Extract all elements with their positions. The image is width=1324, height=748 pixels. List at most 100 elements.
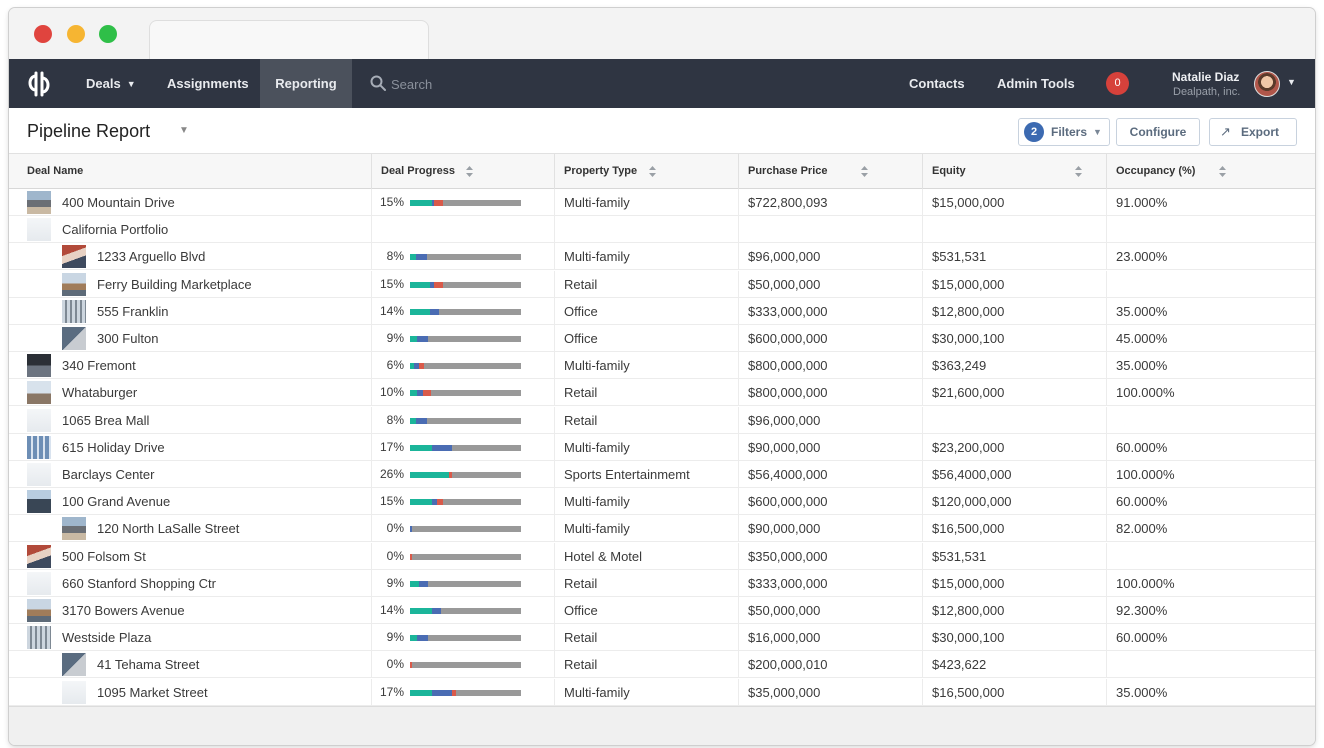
search-input[interactable]: [391, 72, 551, 96]
minimize-window-button[interactable]: [67, 25, 85, 43]
deal-name-link[interactable]: 100 Grand Avenue: [62, 494, 171, 510]
table-row[interactable]: 300 Fulton 9% Office $600,000,000 $30,000,10…: [9, 325, 1315, 352]
occupancy-cell: 100.000%: [1106, 461, 1315, 488]
filters-button[interactable]: 2 Filters ▼: [1018, 118, 1110, 146]
nav-deals[interactable]: Deals ▼: [86, 59, 136, 108]
deal-name-link[interactable]: 1065 Brea Mall: [62, 412, 150, 428]
nav-contacts[interactable]: Contacts: [909, 59, 965, 108]
table-row[interactable]: 1095 Market Street 17% Multi-family $35,000…: [9, 678, 1315, 706]
progress-percent: 0%: [386, 521, 404, 536]
maximize-window-button[interactable]: [99, 25, 117, 43]
deal-name-link[interactable]: 41 Tehama Street: [97, 657, 200, 673]
progress-bar: [410, 472, 521, 478]
table-row[interactable]: 1065 Brea Mall 8% Retail $96,000,000: [9, 406, 1315, 434]
table-row[interactable]: 1233 Arguello Blvd 8% Multi-family $96,000,…: [9, 243, 1315, 271]
page-title[interactable]: Pipeline Report: [27, 121, 151, 141]
table-row[interactable]: 500 Folsom St 0% Hotel & Motel $350,000,000…: [9, 542, 1315, 570]
occupancy-cell: [1106, 216, 1315, 244]
export-arrow-icon: ↗: [1220, 124, 1231, 139]
deal-name-link[interactable]: Ferry Building Marketplace: [97, 276, 252, 292]
table-group-row[interactable]: California Portfolio: [9, 216, 1315, 244]
progress-segment: [416, 635, 428, 642]
deal-name-link[interactable]: 300 Fulton: [97, 331, 159, 346]
deal-name-link[interactable]: 500 Folsom St: [62, 548, 146, 564]
deal-name-link[interactable]: California Portfolio: [62, 222, 169, 238]
deal-name-link[interactable]: 555 Franklin: [97, 303, 169, 319]
browser-tab[interactable]: [149, 20, 429, 60]
table-row[interactable]: Barclays Center 26% Sports Entertainmemt $5…: [9, 461, 1315, 488]
deal-thumbnail: [27, 544, 51, 568]
deal-progress-cell: [371, 216, 554, 244]
progress-segment: [432, 689, 453, 696]
column-header-deal-name[interactable]: Deal Name: [9, 154, 371, 189]
progress-segment: [410, 390, 417, 397]
table-row[interactable]: 41 Tehama Street 0% Retail $200,000,010 $423…: [9, 651, 1315, 679]
deal-thumbnail: [27, 571, 51, 595]
deal-name-link[interactable]: 1095 Market Street: [97, 684, 208, 700]
table-row[interactable]: Whataburger 10% Retail $800,000,000 $21,600,…: [9, 379, 1315, 407]
deal-name-cell: California Portfolio: [9, 216, 371, 243]
table-row[interactable]: 615 Holiday Drive 17% Multi-family $90,000,…: [9, 433, 1315, 461]
property-type-cell: Multi-family: [554, 515, 738, 543]
deal-name-link[interactable]: 3170 Bowers Avenue: [62, 603, 185, 618]
chevron-down-icon[interactable]: ▼: [1287, 77, 1296, 87]
deal-name-cell: 340 Fremont: [9, 352, 371, 379]
sort-icon[interactable]: [466, 166, 473, 177]
column-header-purchase-price[interactable]: Purchase Price: [738, 154, 922, 189]
deal-name-cell: 100 Grand Avenue: [9, 488, 371, 515]
configure-button[interactable]: Configure: [1116, 118, 1200, 146]
progress-segment: [410, 308, 430, 315]
sort-icon[interactable]: [1075, 166, 1082, 177]
sort-icon[interactable]: [861, 166, 868, 177]
sort-icon[interactable]: [649, 166, 656, 177]
deal-name-link[interactable]: Whataburger: [62, 385, 138, 401]
table-row[interactable]: 100 Grand Avenue 15% Multi-family $600,000,…: [9, 488, 1315, 516]
table-row[interactable]: Ferry Building Marketplace 15% Retail $50,0…: [9, 270, 1315, 298]
user-name[interactable]: Natalie Diaz: [1172, 70, 1240, 84]
deal-progress-cell: 15%: [371, 270, 554, 298]
notification-badge[interactable]: 0: [1106, 72, 1129, 95]
sort-icon[interactable]: [1219, 166, 1226, 177]
deal-name-link[interactable]: Westside Plaza: [62, 630, 152, 646]
table-row[interactable]: 660 Stanford Shopping Ctr 9% Retail $333,00…: [9, 569, 1315, 597]
progress-percent: 14%: [379, 603, 404, 617]
table-row[interactable]: Westside Plaza 9% Retail $16,000,000 $30,000…: [9, 624, 1315, 652]
progress-percent: 17%: [379, 684, 404, 699]
table-row[interactable]: 555 Franklin 14% Office $333,000,000 $12,800…: [9, 297, 1315, 325]
column-header-deal-progress[interactable]: Deal Progress: [371, 154, 554, 189]
progress-segment: [432, 608, 442, 614]
table-row[interactable]: 400 Mountain Drive 15% Multi-family $722,80…: [9, 189, 1315, 216]
property-type-cell: Sports Entertainmemt: [554, 461, 738, 488]
table-row[interactable]: 120 North LaSalle Street 0% Multi-family $9…: [9, 515, 1315, 543]
property-type-cell: Retail: [554, 624, 738, 652]
column-header-property-type[interactable]: Property Type: [554, 154, 738, 189]
close-window-button[interactable]: [34, 25, 52, 43]
nav-assignments[interactable]: Assignments: [167, 59, 249, 108]
nav-admin-tools[interactable]: Admin Tools: [997, 59, 1075, 108]
deal-name-link[interactable]: Barclays Center: [62, 467, 155, 482]
property-type-cell: Multi-family: [554, 189, 738, 216]
column-header-label: Equity: [932, 165, 966, 177]
deal-name-link[interactable]: 120 North LaSalle Street: [97, 521, 240, 537]
export-button[interactable]: ↗ Export: [1209, 118, 1297, 146]
occupancy-cell: 45.000%: [1106, 325, 1315, 352]
purchase-price-cell: $333,000,000: [738, 297, 922, 325]
deal-name-cell: 1095 Market Street: [9, 679, 371, 706]
avatar[interactable]: [1254, 71, 1280, 97]
dealpath-logo-icon[interactable]: [26, 71, 52, 97]
table-row[interactable]: 3170 Bowers Avenue 14% Office $50,000,000 $1…: [9, 597, 1315, 624]
progress-segment: [410, 553, 413, 560]
chevron-down-icon[interactable]: ▼: [179, 125, 189, 136]
deal-name-link[interactable]: 615 Holiday Drive: [62, 439, 165, 455]
table-row[interactable]: 340 Fremont 6% Multi-family $800,000,000 $36…: [9, 352, 1315, 380]
deal-name-link[interactable]: 340 Fremont: [62, 358, 136, 374]
column-header-occupancy[interactable]: Occupancy (%): [1106, 154, 1315, 189]
deal-progress-cell: 26%: [371, 461, 554, 488]
deal-name-link[interactable]: 400 Mountain Drive: [62, 195, 175, 210]
deal-name-link[interactable]: 1233 Arguello Blvd: [97, 249, 206, 265]
equity-cell: $15,000,000: [922, 270, 1106, 298]
deal-name-link[interactable]: 660 Stanford Shopping Ctr: [62, 575, 216, 591]
nav-reporting[interactable]: Reporting: [260, 59, 352, 108]
column-header-equity[interactable]: Equity: [922, 154, 1106, 189]
deal-progress-cell: 9%: [371, 624, 554, 652]
